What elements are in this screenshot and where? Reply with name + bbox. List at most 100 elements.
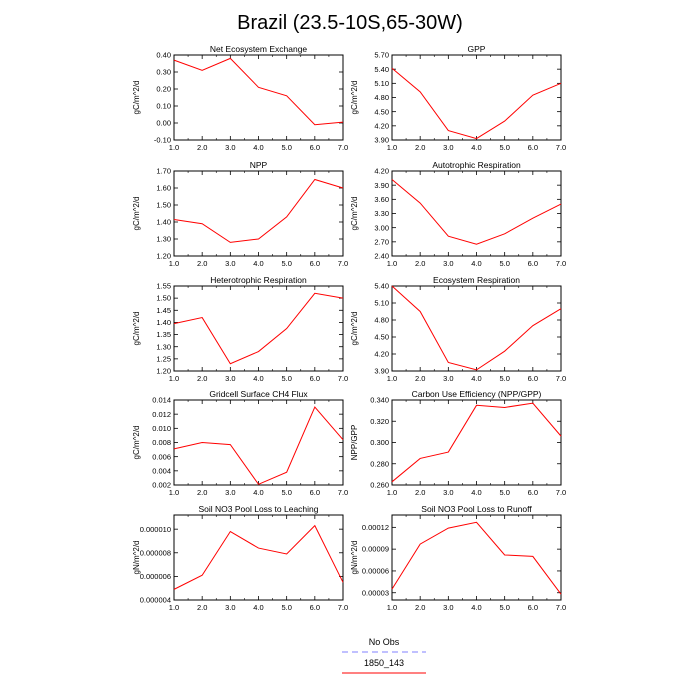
x-tick-label: 7.0 [556,603,566,612]
y-tick-label: 0.40 [156,51,171,60]
x-tick-label: 1.0 [387,143,397,152]
x-tick-label: 4.0 [471,488,481,497]
x-tick-label: 5.0 [499,603,509,612]
y-tick-label: 0.000008 [140,548,171,557]
y-tick-label: 3.90 [374,181,389,190]
panel-autotrophic-respiration: Autotrophic Respiration gC/m^2/d 1.0 2.0 3.0… [350,160,566,268]
y-tick-label: 0.010 [152,424,171,433]
y-tick-label: 3.00 [374,223,389,232]
y-tick-label: 0.00 [156,119,171,128]
x-tick-label: 7.0 [338,488,348,497]
y-tick-label: 1.45 [156,306,171,315]
x-tick-label: 1.0 [169,259,179,268]
y-tick-label: 0.320 [370,417,389,426]
x-tick-label: 5.0 [281,488,291,497]
y-tick-label: 4.20 [374,167,389,176]
x-tick-label: 3.0 [225,603,235,612]
x-tick-label: 6.0 [310,603,320,612]
x-tick-label: 5.0 [281,374,291,383]
y-tick-label: 0.280 [370,459,389,468]
x-tick-label: 1.0 [169,143,179,152]
y-tick-label: 0.00012 [362,523,389,532]
x-tick-label: 5.0 [281,259,291,268]
x-tick-label: 4.0 [471,143,481,152]
x-tick-label: 4.0 [253,374,263,383]
panel-title: Gridcell Surface CH4 Flux [209,389,308,399]
x-tick-label: 4.0 [253,488,263,497]
legend: No Obs 1850_143 [342,637,426,674]
panel-title: NPP [250,160,268,170]
x-tick-label: 3.0 [443,143,453,152]
x-tick-label: 4.0 [253,603,263,612]
y-tick-label: 0.260 [370,481,389,490]
plot-frame [173,170,344,257]
x-tick-label: 5.0 [499,374,509,383]
y-axis-label: gC/m^2/d [350,197,359,231]
plot-frame [391,54,562,141]
x-tick-label: 4.0 [253,143,263,152]
y-tick-label: 0.014 [152,396,171,405]
y-tick-label: 1.50 [156,201,171,210]
x-tick-label: 2.0 [197,374,207,383]
series-line-1850-143 [173,178,344,243]
y-tick-label: 3.60 [374,195,389,204]
x-tick-label: 2.0 [197,488,207,497]
panel-title: Net Ecosystem Exchange [210,44,308,54]
series-line-1850-143 [173,57,344,126]
y-axis-label: NPP/GPP [350,425,359,461]
figure-title: Brazil (23.5-10S,65-30W) [237,12,463,34]
y-tick-label: 0.002 [152,481,171,490]
y-tick-label: 1.60 [156,184,171,193]
x-tick-label: 6.0 [528,374,538,383]
y-tick-label: 4.20 [374,350,389,359]
x-tick-label: 2.0 [415,488,425,497]
x-tick-label: 6.0 [528,603,538,612]
y-tick-label: 0.000006 [140,572,171,581]
y-tick-label: 1.35 [156,330,171,339]
y-tick-label: 1.30 [156,235,171,244]
y-tick-label: 4.20 [374,121,389,130]
y-tick-label: 1.50 [156,294,171,303]
series-line-1850-143 [391,285,562,371]
x-tick-label: 2.0 [197,143,207,152]
x-tick-label: 7.0 [338,143,348,152]
x-tick-label: 3.0 [225,488,235,497]
x-tick-label: 6.0 [310,374,320,383]
x-tick-label: 3.0 [225,143,235,152]
x-tick-label: 6.0 [310,143,320,152]
y-tick-label: 0.00003 [362,588,389,597]
x-tick-label: 7.0 [556,143,566,152]
y-tick-label: 0.340 [370,396,389,405]
plot-frame [173,514,344,601]
series-line-1850-143 [173,292,344,365]
x-tick-label: 1.0 [387,259,397,268]
y-axis-label: gC/m^2/d [350,312,359,346]
y-axis-label: gC/m^2/d [350,81,359,115]
x-tick-label: 5.0 [281,603,291,612]
x-tick-label: 7.0 [556,374,566,383]
x-tick-label: 4.0 [253,259,263,268]
series-line-1850-143 [173,524,344,590]
y-tick-label: 1.55 [156,282,171,291]
y-tick-label: 1.40 [156,318,171,327]
y-tick-label: 0.008 [152,438,171,447]
plot-frame [173,285,344,372]
y-axis-label: gN/m^2/d [350,541,359,575]
panel-title: Ecosystem Respiration [433,275,520,285]
x-tick-label: 2.0 [197,259,207,268]
x-tick-label: 5.0 [499,488,509,497]
x-tick-label: 2.0 [415,143,425,152]
x-tick-label: 7.0 [338,374,348,383]
series-line-1850-143 [391,521,562,595]
y-tick-label: 5.40 [374,282,389,291]
legend-label-no-obs: No Obs [369,637,400,647]
x-tick-label: 6.0 [528,488,538,497]
y-tick-label: 4.80 [374,93,389,102]
series-line-1850-143 [391,67,562,140]
y-tick-label: 1.20 [156,367,171,376]
y-axis-label: gC/m^2/d [132,197,141,231]
panel-npp: NPP gC/m^2/d 1.0 2.0 3.0 4.0 5.0 6.0 7.0 1.20 1.30… [132,160,348,268]
y-tick-label: 4.80 [374,316,389,325]
x-tick-label: 4.0 [471,259,481,268]
